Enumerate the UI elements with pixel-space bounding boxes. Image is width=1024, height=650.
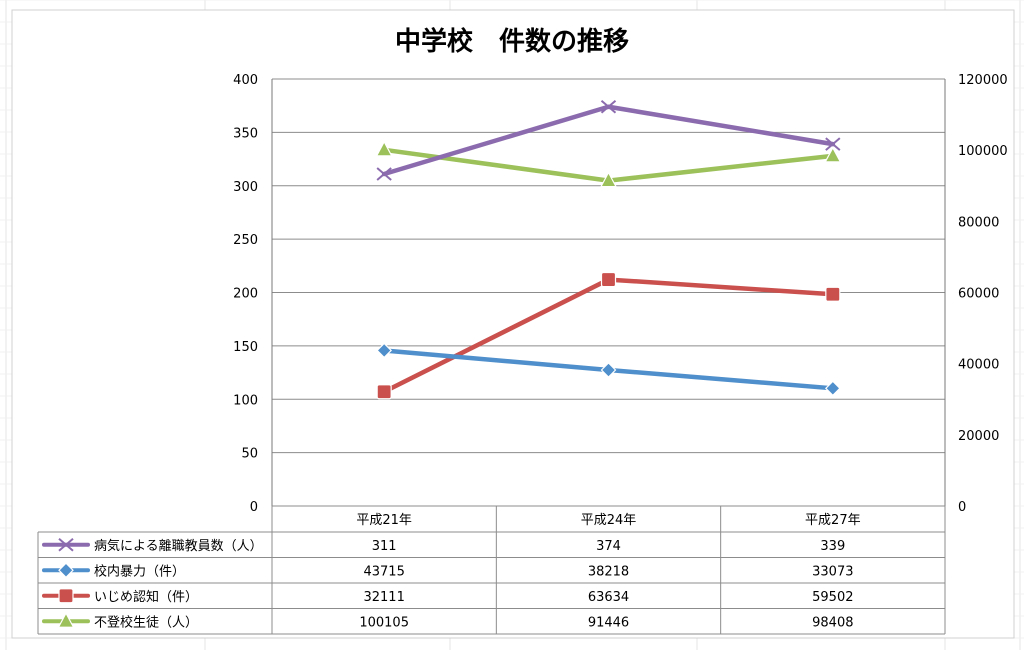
data-point — [824, 146, 842, 163]
chart-frame — [11, 9, 1015, 639]
data-label: 59502 — [812, 590, 853, 605]
y-left-tick-label: 50 — [241, 447, 258, 462]
y-left-tick-label: 400 — [233, 73, 258, 88]
data-point — [599, 171, 618, 188]
y-right-tick-label: 120000 — [958, 73, 1008, 88]
data-point — [824, 380, 841, 397]
legend-key-marker — [58, 537, 74, 552]
data-point — [825, 137, 841, 151]
legend-key-marker — [57, 611, 75, 628]
data-label: 100105 — [359, 615, 409, 630]
data-point — [375, 140, 393, 157]
data-label: 98408 — [812, 615, 853, 630]
y-left-tick-label: 350 — [233, 126, 258, 141]
y-left-tick-label: 300 — [233, 180, 258, 195]
x-category-label: 平成24年 — [581, 513, 637, 528]
chart-title: 中学校 件数の推移 — [395, 26, 629, 57]
y-right-tick-label: 20000 — [958, 429, 999, 444]
y-left-tick-label: 0 — [250, 500, 258, 515]
data-label: 339 — [820, 539, 845, 554]
legend-key-marker — [58, 588, 74, 604]
legend-label: 病気による離職教員数（人） — [94, 538, 263, 554]
y-right-tick-label: 0 — [958, 500, 966, 515]
legend-label: 不登校生徒（人） — [94, 614, 198, 630]
data-point — [600, 362, 617, 378]
legend-key-marker — [58, 562, 74, 579]
y-right-tick-label: 40000 — [958, 358, 999, 373]
data-label: 38218 — [588, 564, 629, 579]
y-left-tick-label: 250 — [233, 233, 258, 248]
data-label: 43715 — [363, 564, 404, 579]
data-point — [376, 384, 392, 400]
data-label: 91446 — [588, 615, 629, 630]
legend-label: いじめ認知（件） — [94, 589, 198, 605]
data-point — [376, 342, 393, 359]
y-left-tick-label: 200 — [233, 287, 258, 302]
y-right-tick-label: 100000 — [958, 144, 1008, 159]
y-right-tick-label: 60000 — [958, 287, 999, 302]
y-left-tick-label: 100 — [233, 393, 258, 408]
data-point — [825, 286, 841, 302]
data-point — [376, 167, 392, 181]
data-point — [600, 99, 617, 114]
x-category-label: 平成27年 — [805, 513, 861, 528]
data-label: 32111 — [363, 590, 404, 605]
data-point — [600, 271, 617, 288]
y-left-tick-label: 150 — [233, 340, 258, 355]
legend-label: 校内暴力（件） — [94, 563, 185, 579]
data-label: 33073 — [812, 564, 853, 579]
data-label: 374 — [596, 539, 621, 554]
x-category-label: 平成21年 — [356, 513, 412, 528]
data-label: 63634 — [588, 590, 629, 605]
y-right-tick-label: 80000 — [958, 215, 999, 230]
data-label: 311 — [372, 539, 397, 554]
